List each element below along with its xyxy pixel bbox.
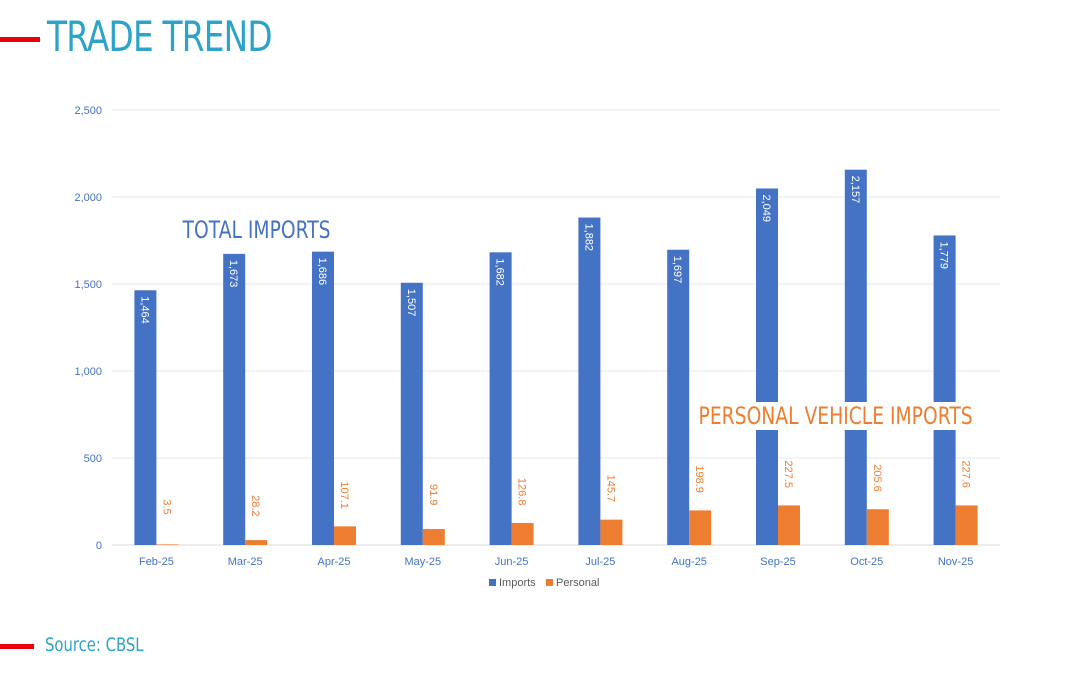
personal-data-label: 205.6 xyxy=(871,464,883,492)
personal-bar xyxy=(866,509,889,545)
total-imports-annotation: TOTAL IMPORTS xyxy=(181,216,333,244)
personal-bar xyxy=(422,529,445,545)
personal-bar xyxy=(245,540,268,545)
personal-data-label: 3.5 xyxy=(160,499,172,514)
personal-data-label: 198.9 xyxy=(693,465,705,493)
imports-bar xyxy=(223,253,246,545)
y-tick-label: 0 xyxy=(96,540,102,552)
y-tick-label: 1,000 xyxy=(74,366,102,378)
personal-data-label: 107.1 xyxy=(338,481,350,509)
personal-bar xyxy=(334,526,356,545)
legend-label-personal: Personal xyxy=(556,577,599,589)
personal-data-label: 91.9 xyxy=(427,484,439,505)
x-tick-label: Nov-25 xyxy=(938,556,973,568)
x-tick-label: Mar-25 xyxy=(228,556,263,568)
imports-data-label: 1,682 xyxy=(494,258,506,286)
imports-bar xyxy=(578,217,601,546)
imports-bar xyxy=(756,188,778,545)
source-note: Source: CBSL xyxy=(45,634,144,656)
page-title: TRADE TREND xyxy=(47,12,273,61)
x-tick-label: Oct-25 xyxy=(850,556,883,568)
personal-data-label: 227.6 xyxy=(960,460,972,488)
y-tick-label: 500 xyxy=(84,453,102,465)
y-tick-label: 2,000 xyxy=(74,192,102,204)
y-tick-label: 2,500 xyxy=(74,105,102,117)
title-accent-bar xyxy=(0,37,40,42)
personal-data-label: 126.8 xyxy=(516,478,528,506)
x-tick-label: Jul-25 xyxy=(585,556,615,568)
x-tick-label: Apr-25 xyxy=(317,556,350,568)
source-accent-bar xyxy=(0,644,34,649)
x-tick-label: Jun-25 xyxy=(495,556,529,568)
personal-data-label: 227.5 xyxy=(782,460,794,488)
personal-bar xyxy=(778,505,800,545)
personal-data-label: 28.2 xyxy=(249,495,261,516)
imports-data-label: 2,157 xyxy=(849,176,861,204)
imports-bar xyxy=(933,235,956,546)
y-tick-label: 1,500 xyxy=(74,279,102,291)
personal-bar xyxy=(156,544,179,545)
imports-data-label: 1,507 xyxy=(405,289,417,317)
imports-bar xyxy=(489,252,512,545)
personal-vehicle-imports-annotation: PERSONAL VEHICLE IMPORTS xyxy=(697,402,975,430)
x-tick-label: Feb-25 xyxy=(139,556,174,568)
imports-data-label: 1,697 xyxy=(671,256,683,284)
legend-swatch-personal xyxy=(546,579,553,586)
legend-swatch-imports xyxy=(489,579,496,586)
imports-bar xyxy=(400,282,423,545)
imports-data-label: 1,882 xyxy=(582,224,594,252)
legend-label-imports: Imports xyxy=(499,577,536,589)
imports-data-label: 1,686 xyxy=(316,258,328,286)
imports-data-label: 1,779 xyxy=(938,241,950,269)
imports-bar xyxy=(312,251,334,546)
personal-bar xyxy=(955,505,978,545)
x-tick-label: Sep-25 xyxy=(760,556,795,568)
x-tick-label: May-25 xyxy=(404,556,441,568)
imports-data-label: 1,464 xyxy=(138,296,150,324)
personal-bar xyxy=(689,510,712,545)
personal-bar xyxy=(511,522,534,545)
imports-bar xyxy=(667,249,690,546)
personal-data-label: 145.7 xyxy=(604,475,616,503)
imports-bar xyxy=(844,169,867,545)
imports-data-label: 2,049 xyxy=(760,194,772,222)
x-tick-label: Aug-25 xyxy=(671,556,706,568)
imports-bar xyxy=(134,290,157,545)
personal-bar xyxy=(600,519,623,545)
imports-data-label: 1,673 xyxy=(227,260,239,288)
